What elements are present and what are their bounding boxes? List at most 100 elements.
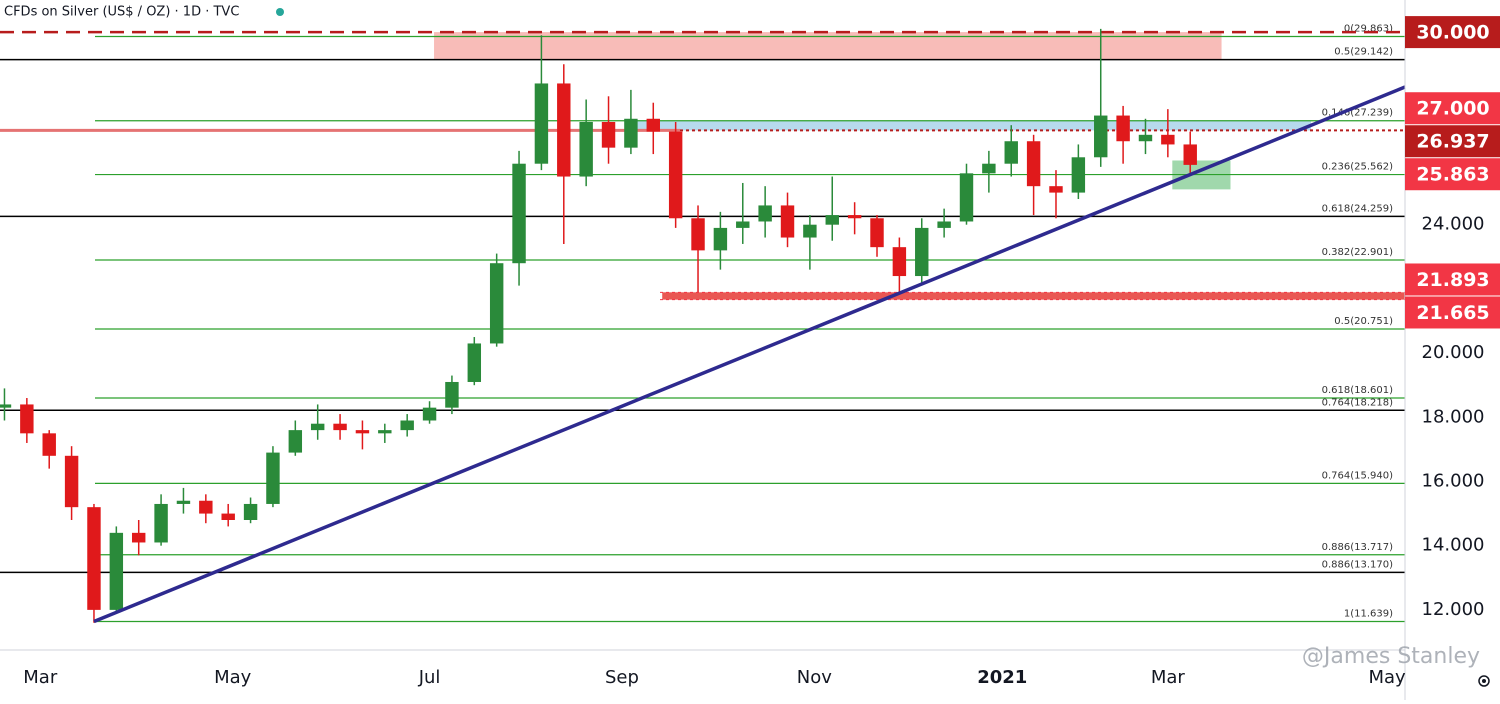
candle-body xyxy=(288,430,303,453)
candle-body xyxy=(691,218,705,251)
candle-body xyxy=(1049,186,1063,193)
zone xyxy=(662,292,1405,300)
y-tick-label: 20.000 xyxy=(1422,342,1485,363)
candle-body xyxy=(378,430,392,434)
candle-body xyxy=(199,500,213,514)
zone xyxy=(630,120,1312,131)
price-tag-label: 21.665 xyxy=(1416,302,1489,324)
x-tick-label: Mar xyxy=(23,667,58,688)
fib-label: 0.764(18.218) xyxy=(1322,397,1394,408)
candle-body xyxy=(624,118,638,148)
candle-body xyxy=(646,118,660,132)
price-tag xyxy=(1405,92,1500,125)
fib-label: 0.618(18.601) xyxy=(1322,385,1394,396)
candle-body xyxy=(1071,157,1086,193)
plot-area: 0(29.863) 0.5(29.142) 0.146(27.239) 0.236(2… xyxy=(0,23,1406,624)
candle-body xyxy=(64,455,79,508)
price-tag-label: 27.000 xyxy=(1416,98,1489,120)
candle-body xyxy=(310,423,325,431)
candle-body xyxy=(467,343,482,382)
price-tag-label: 30.000 xyxy=(1416,22,1489,44)
y-tick-label: 24.000 xyxy=(1422,214,1485,235)
y-tick-label: 14.000 xyxy=(1422,535,1485,556)
candle-body xyxy=(982,163,996,174)
candle-body xyxy=(1004,141,1018,164)
settings-icon[interactable] xyxy=(1478,675,1490,687)
candle-body xyxy=(915,227,929,277)
candle-body xyxy=(1183,144,1197,165)
candle-body xyxy=(892,247,907,277)
candle-body xyxy=(758,205,772,222)
candle-body xyxy=(825,215,839,225)
candle-body xyxy=(221,513,235,520)
price-tag-label: 26.937 xyxy=(1416,131,1489,153)
candle-body xyxy=(154,503,168,543)
candle-body xyxy=(422,407,437,421)
candle-body xyxy=(847,215,862,219)
candle-body xyxy=(1094,115,1108,158)
candle-body xyxy=(937,221,951,228)
fib-label: 0.382(22.901) xyxy=(1322,247,1394,258)
candle-body xyxy=(176,500,191,504)
status-dot xyxy=(276,8,284,16)
price-tag xyxy=(1405,16,1500,49)
candle-body xyxy=(243,503,258,520)
candle-body xyxy=(1138,134,1153,142)
candle-body xyxy=(355,430,370,434)
price-tag xyxy=(1405,158,1500,191)
candle-body xyxy=(557,83,571,177)
candle-body xyxy=(579,121,593,177)
candle-body xyxy=(400,420,414,431)
y-tick-label: 18.000 xyxy=(1422,406,1485,427)
x-tick-label: May xyxy=(214,667,252,688)
x-tick-label: Jul xyxy=(418,667,441,688)
candle-body xyxy=(42,433,56,456)
candle-body xyxy=(20,404,34,434)
candle-body xyxy=(109,532,124,610)
y-tick-label: 16.000 xyxy=(1422,470,1485,491)
y-tick-label: 12.000 xyxy=(1422,599,1485,620)
x-tick-label: Nov xyxy=(797,667,832,688)
candle-body xyxy=(713,227,728,251)
candle-body xyxy=(959,173,974,222)
price-tag xyxy=(1405,125,1500,158)
fib-label: 1(11.639) xyxy=(1344,608,1393,619)
fib-label: 0.886(13.717) xyxy=(1322,542,1394,553)
candle-body xyxy=(1116,115,1130,142)
candle-body xyxy=(1161,134,1175,145)
x-tick-label: 2021 xyxy=(977,667,1027,688)
candle-body xyxy=(601,121,616,148)
candle-body xyxy=(870,218,884,248)
fib-label: 0.5(20.751) xyxy=(1334,316,1393,327)
candle-body xyxy=(445,381,459,408)
watermark: @James Stanley xyxy=(1302,644,1480,669)
fib-label: 0.236(25.562) xyxy=(1322,162,1394,173)
candle-body xyxy=(780,205,795,238)
fib-label: 0.886(13.170) xyxy=(1322,559,1394,570)
candle-body xyxy=(131,532,146,543)
price-tag-label: 21.893 xyxy=(1416,269,1489,291)
candle-body xyxy=(512,163,526,264)
x-tick-label: Mar xyxy=(1151,667,1186,688)
candle-body xyxy=(534,83,549,164)
fib-label: 0.618(24.259) xyxy=(1322,203,1394,214)
candle-body xyxy=(736,221,750,228)
candle-body xyxy=(1026,141,1041,187)
trendline xyxy=(93,85,1406,624)
candle-body xyxy=(87,507,101,610)
fib-label: 0(29.863) xyxy=(1344,23,1393,34)
x-tick-label: Sep xyxy=(605,667,639,688)
fib-label: 0.146(27.239) xyxy=(1322,108,1394,119)
price-tag xyxy=(1405,296,1500,329)
candle-body xyxy=(333,423,347,431)
x-tick-label: May xyxy=(1368,667,1406,688)
price-tag-label: 25.863 xyxy=(1416,164,1489,186)
chart-title: CFDs on Silver (US$ / OZ) · 1D · TVC xyxy=(4,5,239,20)
fib-label: 0.764(15.940) xyxy=(1322,470,1394,481)
candle-body xyxy=(803,224,817,238)
candle-body xyxy=(0,404,12,408)
candle-body xyxy=(668,131,683,219)
price-tag xyxy=(1405,263,1500,296)
